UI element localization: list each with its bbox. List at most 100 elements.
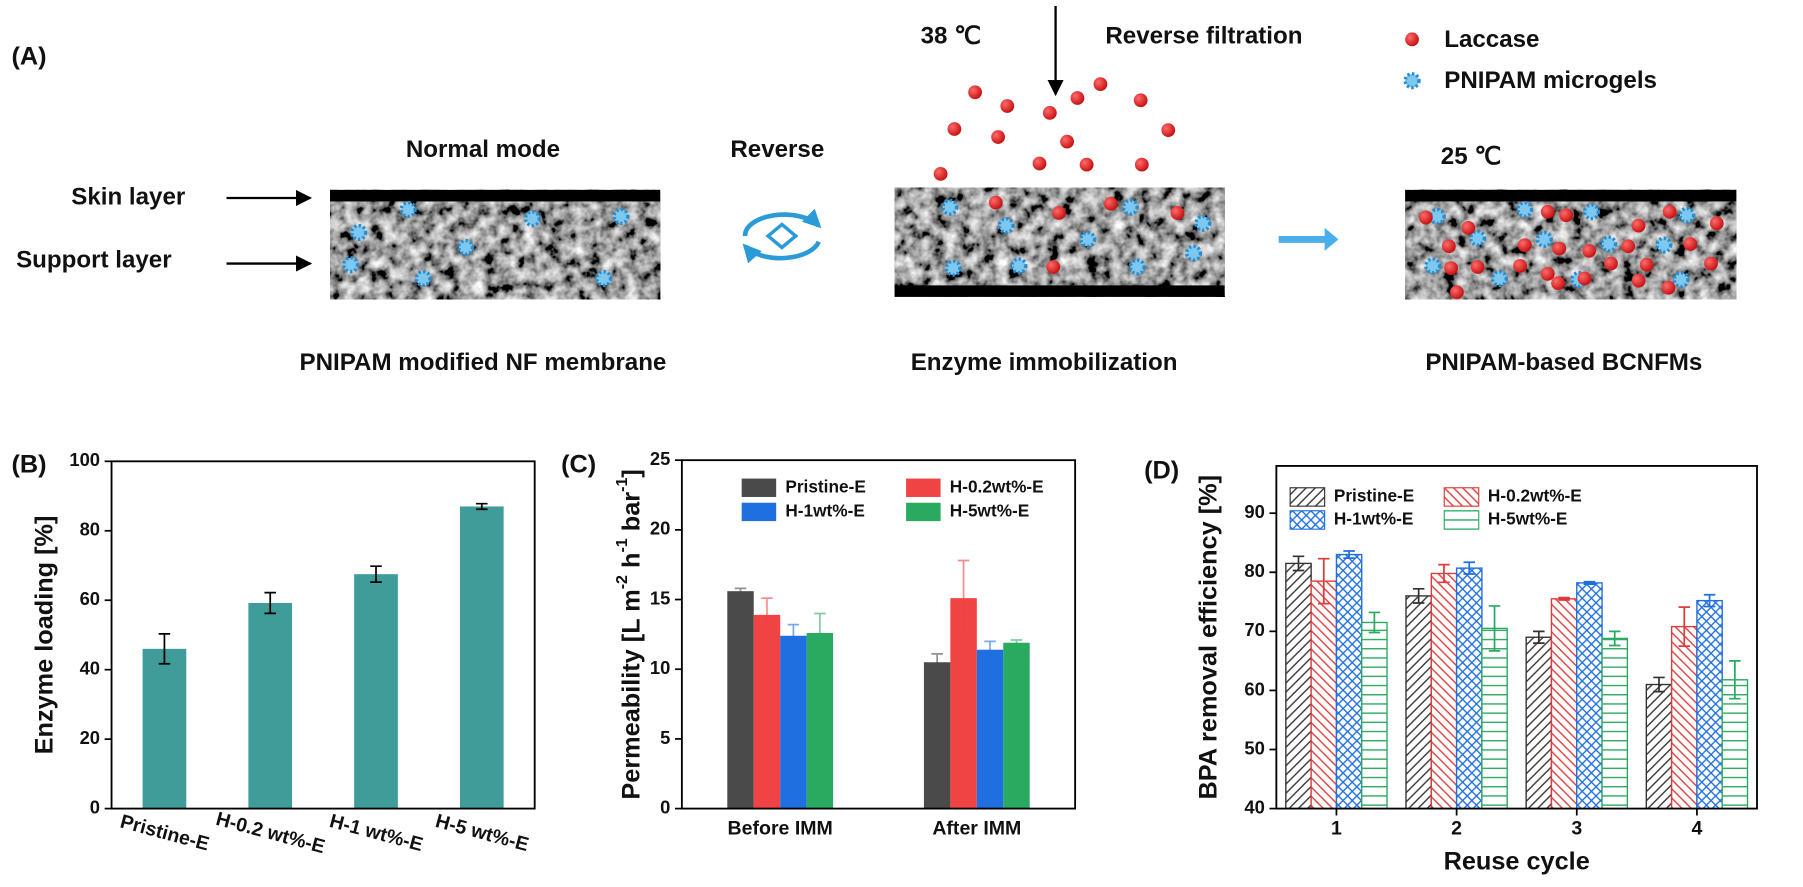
bar (923, 662, 951, 809)
bar (142, 648, 187, 809)
legend-swatch (906, 502, 941, 522)
laccase (1103, 196, 1118, 211)
x-axis-label: Reuse cycle (1444, 847, 1590, 875)
laccase (1046, 260, 1061, 274)
laccase (1683, 237, 1698, 251)
panel-label: (D) (1144, 456, 1179, 484)
legend-label: H-0.2wt%-E (950, 476, 1044, 496)
microgel (350, 223, 368, 242)
laccase (1631, 273, 1646, 288)
error-bar (1488, 605, 1501, 652)
x-tick-label: After IMM (932, 817, 1021, 839)
bar (753, 614, 781, 809)
microgel (1468, 229, 1487, 247)
error-bar (1292, 555, 1305, 572)
error-bar (1463, 561, 1475, 575)
caption: PNIPAM modified NF membrane (300, 349, 667, 376)
microgel (1672, 271, 1690, 289)
bar (1310, 580, 1338, 810)
y-tick-label: 20 (80, 727, 100, 748)
y-axis-label-part: Permeability [L m (617, 589, 645, 799)
y-axis-label: Permeability [L m-2 h-1 bar-1] (613, 469, 645, 799)
error-bar (370, 565, 382, 584)
laccase (1042, 106, 1057, 120)
error-bar (1343, 550, 1355, 559)
laccase (1582, 243, 1597, 258)
laccase (991, 130, 1005, 144)
laccase (1161, 123, 1176, 138)
bar (1430, 572, 1458, 810)
laccase (1540, 204, 1555, 219)
bar (1405, 595, 1432, 810)
laccase (1444, 261, 1459, 276)
panel-label: (B) (11, 451, 46, 479)
caption: Enzyme immobilization (911, 349, 1178, 376)
bar (1645, 683, 1673, 810)
arrow-head (1324, 227, 1339, 251)
microgel (1600, 235, 1618, 253)
microgel (1010, 257, 1028, 275)
y-tick-label: 0 (90, 796, 100, 817)
laccase (1405, 32, 1419, 47)
error-bar (1729, 660, 1741, 700)
chart: (B) Enzyme loading [%] 0 20 40 60 80 100 Pristin… (11, 449, 536, 858)
legend-label: PNIPAM microgels (1444, 67, 1657, 94)
mode-label: Reverse (730, 136, 824, 163)
reverse-icon (742, 208, 822, 264)
laccase (1661, 280, 1676, 295)
bar (1601, 637, 1629, 810)
y-tick-label: 90 (1244, 501, 1264, 522)
microgel (1121, 198, 1139, 216)
y-axis-label-part: h (617, 553, 645, 575)
bar (248, 603, 293, 809)
laccase (947, 122, 962, 136)
y-tick-label: 80 (80, 519, 100, 540)
error-bar (1608, 630, 1621, 647)
x-tick-label: H-5 wt%-E (433, 810, 531, 856)
laccase (1070, 91, 1085, 105)
legend-swatch (1289, 487, 1326, 507)
microgel (523, 210, 542, 228)
bar (806, 632, 834, 809)
y-axis-label-part: ] (617, 469, 645, 477)
bar (1481, 627, 1508, 810)
laccase (1060, 134, 1074, 149)
layer-label: Support layer (16, 247, 172, 274)
microgel (612, 207, 630, 226)
laccase (1079, 157, 1094, 172)
microgel (399, 200, 417, 219)
mode-label: Normal mode (406, 136, 560, 163)
microgel (1678, 206, 1696, 224)
error-bar (787, 623, 800, 648)
error-bar (931, 653, 943, 672)
laccase (1418, 210, 1433, 225)
error-bar (1558, 596, 1570, 601)
panel-label: (C) (561, 451, 596, 479)
bar (1361, 621, 1388, 810)
x-tick-label: Before IMM (728, 817, 833, 839)
microgel (1582, 203, 1601, 221)
laccase (1631, 218, 1646, 233)
microgel (1428, 207, 1446, 226)
y-tick-label: 80 (1244, 560, 1264, 581)
microgel (997, 216, 1015, 235)
error-bar (814, 612, 826, 654)
legend-label: H-1wt%-E (785, 500, 864, 520)
plot-frame (680, 459, 1077, 810)
legend-label: Laccase (1444, 26, 1539, 53)
microgel (1079, 230, 1097, 249)
y-tick-label: 20 (650, 518, 670, 539)
y-tick-label: 15 (650, 587, 670, 608)
laccase (1170, 206, 1185, 220)
y-tick-label: 5 (660, 727, 670, 748)
x-tick-label: 1 (1331, 817, 1342, 839)
bar (1721, 679, 1749, 810)
error-bar (984, 640, 996, 659)
legend-swatch (1289, 510, 1326, 530)
bar (1525, 636, 1553, 810)
laccase (1604, 256, 1618, 271)
laccase (1000, 99, 1015, 113)
bar (354, 574, 398, 809)
y-axis-label-part: -2 (613, 575, 631, 589)
